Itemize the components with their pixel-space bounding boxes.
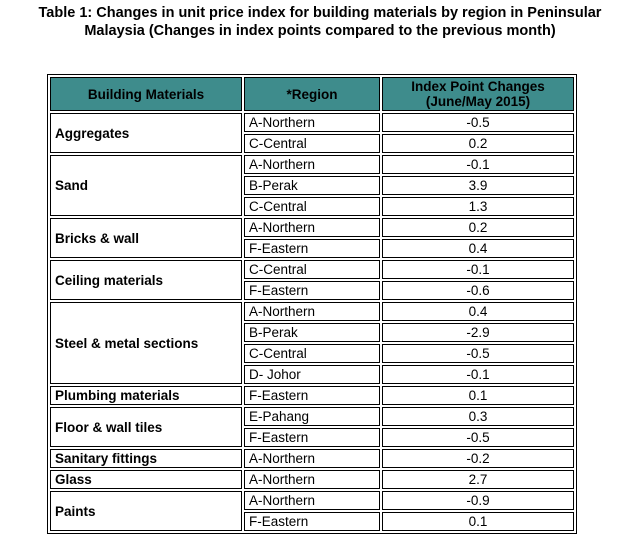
value-cell: 1.3 [382, 197, 574, 216]
region-cell: A-Northern [244, 218, 380, 237]
value-cell: -0.5 [382, 113, 574, 132]
table-body: Aggregates A-Northern -0.5 C-Central 0.2 Sand… [50, 113, 574, 531]
value-cell: 0.1 [382, 386, 574, 405]
table-row: F-Eastern 0.4 [50, 239, 574, 258]
header-row: Building Materials *Region Index Point Cha… [50, 77, 574, 111]
material-cell: Sand [50, 155, 242, 216]
table-row: Floor & wall tiles E-Pahang 0.3 [50, 407, 574, 447]
table-row: F-Eastern 0.1 [50, 512, 574, 531]
table-row: Aggregates A-Northern -0.5 [50, 113, 574, 153]
column-header: Building Materials [50, 77, 242, 111]
table-head: Building Materials *Region Index Point Cha… [50, 77, 574, 111]
table-row: B-Perak -2.9 [50, 323, 574, 342]
material-cell: Paints [50, 491, 242, 531]
table-row: C-Central 0.2 [50, 134, 574, 153]
region-cell: C-Central [244, 344, 380, 363]
value-cell: -0.1 [382, 260, 574, 279]
value-cell: 0.2 [382, 134, 574, 153]
material-cell: Floor & wall tiles [50, 407, 242, 447]
region-cell: A-Northern [244, 491, 380, 510]
title-line: Table 1: Changes in unit price index for… [38, 5, 602, 21]
value-cell: -0.2 [382, 449, 574, 468]
table-row: Sand A-Northern -0.1 [50, 155, 574, 216]
value-cell: -0.5 [382, 344, 574, 363]
region-cell: A-Northern [244, 449, 380, 468]
value-cell: 0.2 [382, 218, 574, 237]
table-row: C-Central -0.5 [50, 344, 574, 363]
table-row: F-Eastern -0.5 [50, 428, 574, 447]
table-row: Paints A-Northern -0.9 [50, 491, 574, 531]
value-cell: 0.4 [382, 239, 574, 258]
table-row: F-Eastern -0.6 [50, 281, 574, 300]
value-cell: 3.9 [382, 176, 574, 195]
region-cell: A-Northern [244, 302, 380, 321]
region-cell: F-Eastern [244, 281, 380, 300]
table-title: Table 1: Changes in unit price index for… [0, 4, 640, 40]
region-cell: F-Eastern [244, 512, 380, 531]
region-cell: C-Central [244, 134, 380, 153]
header-line: *Region [286, 86, 338, 102]
header-line: Index Point Changes [411, 79, 545, 94]
column-header: *Region [244, 77, 380, 111]
data-table: Building Materials *Region Index Point Cha… [47, 74, 577, 534]
table-row: B-Perak 3.9 [50, 176, 574, 195]
region-cell: B-Perak [244, 176, 380, 195]
value-cell: -0.1 [382, 155, 574, 174]
region-cell: D- Johor [244, 365, 380, 384]
region-cell: C-Central [244, 197, 380, 216]
material-cell: Bricks & wall [50, 218, 242, 258]
value-cell: -0.6 [382, 281, 574, 300]
table-row: C-Central 1.3 [50, 197, 574, 216]
value-cell: -0.5 [382, 428, 574, 447]
region-cell: E-Pahang [244, 407, 380, 426]
value-cell: 0.4 [382, 302, 574, 321]
value-cell: 0.1 [382, 512, 574, 531]
table-row: D- Johor -0.1 [50, 365, 574, 384]
table-row: Bricks & wall A-Northern 0.2 [50, 218, 574, 258]
material-cell: Sanitary fittings [50, 449, 242, 468]
table-row: Steel & metal sections A-Northern 0.4 [50, 302, 574, 384]
header-line: Building Materials [87, 86, 205, 102]
region-cell: F-Eastern [244, 386, 380, 405]
region-cell: A-Northern [244, 470, 380, 489]
table-row: Plumbing materials F-Eastern 0.1 [50, 386, 574, 405]
region-cell: F-Eastern [244, 239, 380, 258]
table-row: Ceiling materials C-Central -0.1 [50, 260, 574, 300]
region-cell: A-Northern [244, 113, 380, 132]
value-cell: -0.9 [382, 491, 574, 510]
material-cell: Ceiling materials [50, 260, 242, 300]
region-cell: F-Eastern [244, 428, 380, 447]
region-cell: A-Northern [244, 155, 380, 174]
value-cell: -0.1 [382, 365, 574, 384]
column-header: Index Point Changes (June/May 2015) [382, 77, 574, 111]
value-cell: 0.3 [382, 407, 574, 426]
region-cell: C-Central [244, 260, 380, 279]
table-row: Glass A-Northern 2.7 [50, 470, 574, 489]
material-cell: Steel & metal sections [50, 302, 242, 384]
material-cell: Glass [50, 470, 242, 489]
region-cell: B-Perak [244, 323, 380, 342]
material-cell: Plumbing materials [50, 386, 242, 405]
table-row: Sanitary fittings A-Northern -0.2 [50, 449, 574, 468]
value-cell: 2.7 [382, 470, 574, 489]
title-line: Malaysia (Changes in index points compar… [84, 23, 556, 39]
material-cell: Aggregates [50, 113, 242, 153]
header-line: (June/May 2015) [425, 94, 531, 109]
value-cell: -2.9 [382, 323, 574, 342]
